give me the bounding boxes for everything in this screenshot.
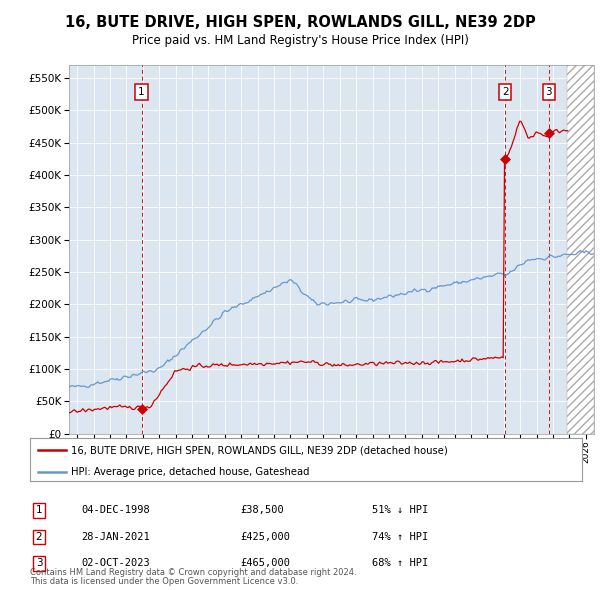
Text: 04-DEC-1998: 04-DEC-1998 xyxy=(81,506,150,515)
Bar xyxy=(566,65,594,434)
Text: £465,000: £465,000 xyxy=(240,559,290,568)
Text: 1: 1 xyxy=(35,506,43,515)
Text: 16, BUTE DRIVE, HIGH SPEN, ROWLANDS GILL, NE39 2DP (detached house): 16, BUTE DRIVE, HIGH SPEN, ROWLANDS GILL… xyxy=(71,445,448,455)
Text: 28-JAN-2021: 28-JAN-2021 xyxy=(81,532,150,542)
Text: 2: 2 xyxy=(502,87,508,97)
Text: 1: 1 xyxy=(138,87,145,97)
Text: HPI: Average price, detached house, Gateshead: HPI: Average price, detached house, Gate… xyxy=(71,467,310,477)
Text: 74% ↑ HPI: 74% ↑ HPI xyxy=(372,532,428,542)
Text: 16, BUTE DRIVE, HIGH SPEN, ROWLANDS GILL, NE39 2DP: 16, BUTE DRIVE, HIGH SPEN, ROWLANDS GILL… xyxy=(65,15,535,30)
Text: 68% ↑ HPI: 68% ↑ HPI xyxy=(372,559,428,568)
Text: £425,000: £425,000 xyxy=(240,532,290,542)
Text: Price paid vs. HM Land Registry's House Price Index (HPI): Price paid vs. HM Land Registry's House … xyxy=(131,34,469,47)
Text: 2: 2 xyxy=(35,532,43,542)
Text: £38,500: £38,500 xyxy=(240,506,284,515)
Text: This data is licensed under the Open Government Licence v3.0.: This data is licensed under the Open Gov… xyxy=(30,578,298,586)
Text: Contains HM Land Registry data © Crown copyright and database right 2024.: Contains HM Land Registry data © Crown c… xyxy=(30,568,356,577)
Text: 3: 3 xyxy=(35,559,43,568)
Text: 3: 3 xyxy=(545,87,552,97)
Text: 02-OCT-2023: 02-OCT-2023 xyxy=(81,559,150,568)
Text: 51% ↓ HPI: 51% ↓ HPI xyxy=(372,506,428,515)
